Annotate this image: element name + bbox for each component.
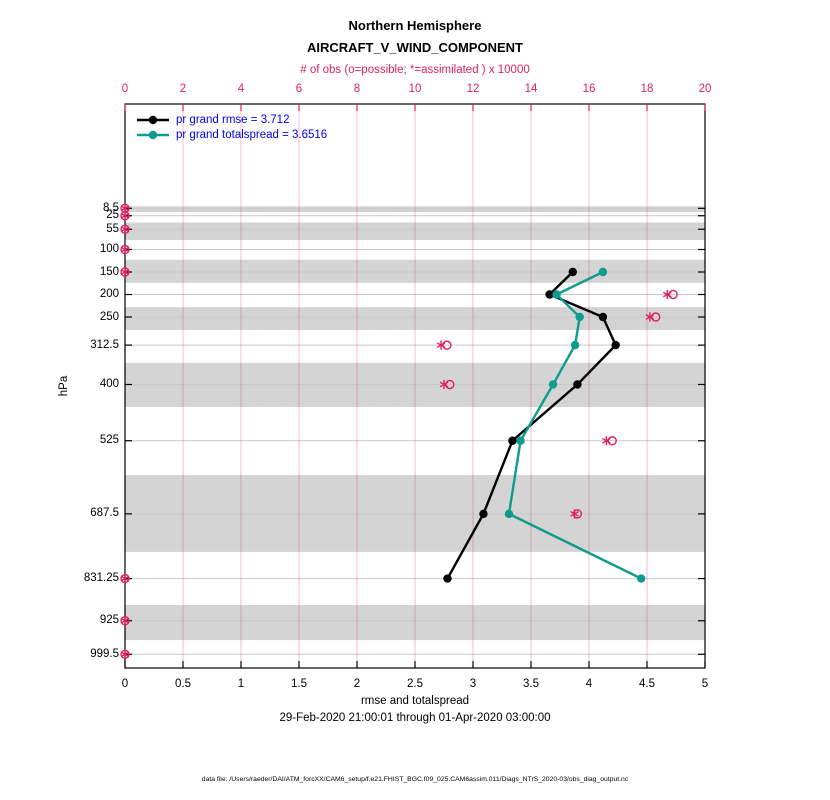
layer-band — [125, 259, 705, 283]
y-axis-tick-label: 25 — [106, 209, 119, 222]
legend: pr grand rmse = 3.712 pr grand totalspre… — [136, 112, 327, 142]
x-axis-tick-label: 2.5 — [407, 678, 423, 690]
obs-assimilated-marker — [120, 205, 130, 212]
obs-axis-tick-label: 18 — [640, 83, 654, 95]
obs-axis-tick-label: 14 — [524, 83, 538, 95]
obs-assimilated-marker — [120, 269, 130, 275]
x-axis-tick-label: 0 — [121, 678, 129, 690]
obs-possible-marker — [445, 379, 455, 390]
series-point-1 — [516, 436, 525, 445]
series-point-0 — [479, 509, 488, 519]
series-line-0 — [446, 271, 618, 580]
totalspread-line-sample-icon — [137, 130, 169, 139]
series-point-0 — [508, 436, 517, 445]
series-point-1 — [570, 340, 580, 350]
obs-assimilated-marker — [662, 291, 672, 298]
y-axis-tick-label: 400 — [99, 378, 119, 390]
legend-label-rmse: pr grand rmse = 3.712 — [176, 113, 290, 126]
y-axis-tick-label: 312.5 — [90, 338, 119, 351]
obs-possible-marker — [607, 436, 617, 446]
y-axis-tick-label: 8.5 — [103, 201, 119, 214]
obs-assimilated-marker — [436, 342, 446, 349]
x-axis-tick-label: 3.5 — [523, 678, 539, 690]
x-axis-tick-label: 4.5 — [639, 678, 655, 690]
rmse-line-sample-icon — [137, 115, 169, 124]
obs-possible-marker — [668, 289, 678, 300]
x-axis-label: rmse and totalspread — [360, 695, 470, 707]
obs-axis-tick-label: 20 — [698, 83, 712, 95]
x-axis-tick-label: 2 — [353, 678, 361, 690]
y-axis-tick-label: 925 — [99, 614, 119, 627]
obs-assimilated-marker — [120, 226, 130, 233]
y-axis-tick-label: 100 — [99, 243, 119, 255]
date-range: 29-Feb-2020 21:00:01 through 01-Apr-2020… — [279, 712, 551, 724]
obs-axis-tick-label: 0 — [121, 83, 129, 95]
layer-band — [125, 206, 705, 213]
y-axis-tick-label: 999.5 — [90, 647, 119, 660]
y-axis-tick-label: 525 — [99, 434, 119, 447]
y-axis-tick-label: 687.5 — [90, 507, 119, 520]
series-point-1 — [504, 509, 514, 519]
x-axis-tick-label: 3 — [469, 678, 477, 690]
obs-axis-tick-label: 12 — [466, 83, 480, 95]
obs-assimilated-marker — [120, 246, 130, 253]
y-axis-tick-label: 200 — [99, 288, 119, 300]
legend-label-totalspread: pr grand totalspread = 3.6516 — [176, 128, 328, 141]
series-point-1 — [552, 290, 561, 299]
y-axis-tick-label: 150 — [99, 265, 119, 278]
obs-possible-marker — [442, 340, 452, 350]
series-point-0 — [443, 574, 452, 583]
x-axis-tick-label: 0.5 — [175, 678, 191, 690]
obs-axis-tick-label: 6 — [295, 83, 303, 95]
y-axis-tick-label: 55 — [106, 222, 119, 235]
obs-assimilated-marker — [120, 575, 130, 582]
x-axis-tick-label: 4 — [585, 678, 593, 690]
obs-assimilated-marker — [602, 437, 611, 444]
chart-title: Northern Hemisphere — [348, 18, 482, 33]
legend-item-totalspread: pr grand totalspread = 3.6516 — [136, 127, 327, 142]
obs-axis-tick-label: 4 — [237, 83, 245, 95]
obs-axis-label: # of obs (o=possible; *=assimilated ) x … — [300, 64, 530, 76]
obs-assimilated-marker — [439, 381, 449, 388]
layer-band — [125, 222, 705, 241]
series-point-0 — [568, 267, 577, 277]
obs-assimilated-marker — [570, 510, 579, 517]
series-line-1 — [507, 270, 642, 580]
y-axis-tick-label: 831.25 — [83, 572, 119, 585]
obs-axis-tick-label: 2 — [179, 83, 187, 95]
series-point-0 — [611, 340, 620, 350]
obs-assimilated-marker — [120, 617, 130, 624]
obs-axis-tick-label: 8 — [353, 83, 361, 95]
obs-axis-tick-label: 16 — [582, 83, 596, 95]
obs-axis-tick-label: 10 — [408, 83, 422, 95]
series-point-1 — [598, 267, 608, 277]
obs-assimilated-marker — [645, 314, 655, 320]
layer-band — [125, 605, 705, 641]
obs-assimilated-marker — [120, 651, 130, 658]
series-point-0 — [598, 312, 608, 322]
obs-assimilated-marker — [120, 212, 130, 219]
x-axis-tick-label: 1 — [237, 678, 245, 690]
y-axis-label: hPa — [58, 375, 70, 397]
x-axis-tick-label: 1.5 — [291, 678, 307, 690]
legend-item-rmse: pr grand rmse = 3.712 — [136, 112, 327, 127]
series-point-1 — [575, 312, 584, 322]
series-point-0 — [573, 380, 582, 389]
data-file-path: data file: /Users/raeder/DAI/ATM_forcXX/… — [201, 776, 629, 783]
obs-possible-marker — [651, 312, 661, 322]
chart-subtitle: AIRCRAFT_V_WIND_COMPONENT — [307, 40, 523, 55]
series-point-1 — [637, 574, 646, 583]
x-axis-tick-label: 5 — [701, 678, 709, 690]
layer-band — [125, 307, 705, 331]
series-point-0 — [545, 290, 554, 299]
series-point-1 — [548, 380, 558, 389]
y-axis-tick-label: 250 — [99, 310, 119, 323]
